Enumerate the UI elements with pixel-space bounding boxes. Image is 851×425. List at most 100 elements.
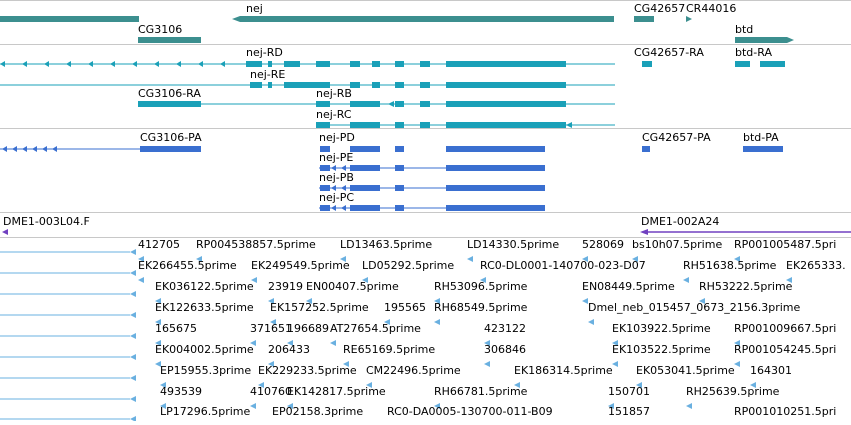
est-feature[interactable] xyxy=(268,298,274,304)
exon[interactable] xyxy=(735,61,750,67)
est-feature[interactable] xyxy=(632,256,638,262)
est-feature[interactable] xyxy=(330,340,336,346)
exon[interactable] xyxy=(268,61,272,67)
est-feature[interactable] xyxy=(750,382,756,388)
exon[interactable] xyxy=(446,61,566,67)
cds-block[interactable] xyxy=(395,205,404,211)
est-feature[interactable] xyxy=(287,340,293,346)
exon[interactable] xyxy=(395,82,404,88)
est-feature[interactable] xyxy=(588,319,594,325)
est-feature[interactable] xyxy=(434,319,440,325)
exon[interactable] xyxy=(446,82,566,88)
est-feature[interactable] xyxy=(250,340,256,346)
exon[interactable] xyxy=(284,61,300,67)
est-feature[interactable] xyxy=(484,340,490,346)
cds-block[interactable] xyxy=(395,146,404,152)
est-feature[interactable] xyxy=(160,403,166,409)
exon[interactable] xyxy=(760,61,785,67)
clone-feature[interactable] xyxy=(640,229,648,235)
est-feature[interactable] xyxy=(366,382,372,388)
exon[interactable] xyxy=(138,101,201,107)
est-feature[interactable] xyxy=(480,277,486,283)
est-feature[interactable] xyxy=(608,403,614,409)
exon[interactable] xyxy=(350,82,360,88)
est-feature[interactable] xyxy=(155,298,161,304)
exon[interactable] xyxy=(350,61,360,67)
est-feature[interactable] xyxy=(484,361,490,367)
est-feature[interactable] xyxy=(196,256,202,262)
exon[interactable] xyxy=(420,61,430,67)
exon[interactable] xyxy=(268,82,272,88)
exon[interactable] xyxy=(395,61,404,67)
gene-feature[interactable] xyxy=(138,37,201,43)
cds-block[interactable] xyxy=(446,146,545,152)
est-feature[interactable] xyxy=(467,256,473,262)
strand-arrow xyxy=(474,82,479,88)
est-feature[interactable] xyxy=(612,340,618,346)
est-feature[interactable] xyxy=(155,319,161,325)
est-feature[interactable] xyxy=(155,361,161,367)
exon[interactable] xyxy=(446,101,566,107)
cds-block[interactable] xyxy=(642,146,650,152)
exon[interactable] xyxy=(420,82,430,88)
est-feature[interactable] xyxy=(251,277,257,283)
est-feature[interactable] xyxy=(612,361,618,367)
est-feature[interactable] xyxy=(786,277,792,283)
est-feature[interactable] xyxy=(343,361,349,367)
est-feature[interactable] xyxy=(683,277,689,283)
est-feature[interactable] xyxy=(306,298,312,304)
est-feature[interactable] xyxy=(514,382,520,388)
gene-feature[interactable] xyxy=(240,16,246,22)
cds-block[interactable] xyxy=(320,146,330,152)
est-feature[interactable] xyxy=(287,403,293,409)
exon[interactable] xyxy=(284,82,330,88)
est-feature[interactable] xyxy=(734,340,740,346)
cds-block[interactable] xyxy=(140,146,201,152)
exon[interactable] xyxy=(350,122,380,128)
est-feature[interactable] xyxy=(686,403,692,409)
cds-block[interactable] xyxy=(350,146,380,152)
gene-feature[interactable] xyxy=(735,37,787,43)
est-feature[interactable] xyxy=(582,256,588,262)
gene-feature[interactable] xyxy=(634,16,654,22)
est-feature[interactable] xyxy=(268,361,274,367)
est-feature[interactable] xyxy=(155,340,161,346)
exon[interactable] xyxy=(420,122,430,128)
est-feature[interactable] xyxy=(434,403,440,409)
cds-block[interactable] xyxy=(743,146,783,152)
est-feature[interactable] xyxy=(362,277,368,283)
est-feature[interactable] xyxy=(160,382,166,388)
exon[interactable] xyxy=(420,101,430,107)
exon[interactable] xyxy=(350,101,380,107)
est-feature[interactable] xyxy=(734,256,740,262)
exon[interactable] xyxy=(395,101,404,107)
est-feature[interactable] xyxy=(340,256,346,262)
exon[interactable] xyxy=(316,101,330,107)
est-feature[interactable] xyxy=(734,361,740,367)
est-feature[interactable] xyxy=(250,403,256,409)
clone-feature[interactable] xyxy=(2,229,8,235)
est-feature[interactable] xyxy=(138,256,144,262)
exon[interactable] xyxy=(316,122,330,128)
est-feature[interactable] xyxy=(434,298,440,304)
gene-feature[interactable] xyxy=(0,16,139,22)
exon[interactable] xyxy=(372,61,380,67)
cds-block[interactable] xyxy=(446,185,545,191)
exon[interactable] xyxy=(316,61,330,67)
est-feature[interactable] xyxy=(636,382,642,388)
exon[interactable] xyxy=(446,122,566,128)
est-feature[interactable] xyxy=(138,277,144,283)
exon[interactable] xyxy=(395,122,404,128)
exon[interactable] xyxy=(642,61,652,67)
est-feature[interactable] xyxy=(258,382,264,388)
cds-block[interactable] xyxy=(446,165,545,171)
est-feature[interactable] xyxy=(699,298,705,304)
est-feature[interactable] xyxy=(270,319,276,325)
est-feature[interactable] xyxy=(384,319,390,325)
exon[interactable] xyxy=(372,82,380,88)
cds-block[interactable] xyxy=(446,205,545,211)
gene-feature[interactable] xyxy=(246,16,614,22)
cds-block[interactable] xyxy=(395,185,404,191)
cds-block[interactable] xyxy=(395,165,404,171)
est-feature[interactable] xyxy=(582,298,588,304)
